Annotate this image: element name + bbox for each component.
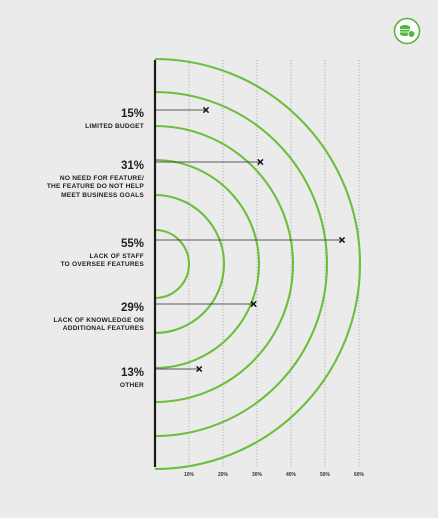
coin-stack-icon (393, 17, 421, 45)
item-label-5: 13% OTHER (120, 367, 144, 390)
item-percent: 15% (120, 108, 144, 120)
arc-ring-6 (154, 57, 362, 471)
value-marker-1 (202, 106, 210, 114)
item-percent: 31% (120, 160, 144, 172)
item-description: OTHER (119, 382, 144, 389)
item-description: LIMITED BUDGET (85, 123, 144, 130)
arc-ring-4 (154, 124, 294, 404)
arc-ring-5 (154, 90, 329, 438)
item-percent: 13% (120, 367, 144, 379)
item-label-4: 29% LACK OF KNOWLEDGE ON ADDITIONAL FEATUR… (54, 302, 144, 334)
x-tick-label: 60% (353, 472, 365, 478)
item-percent: 55% (120, 238, 144, 250)
arc-ring-2 (154, 193, 226, 335)
x-tick-label: 10% (183, 472, 195, 478)
value-marker-2 (257, 158, 264, 166)
item-description: LACK OF KNOWLEDGE ON ADDITIONAL FEATURES (53, 317, 144, 333)
item-description: NO NEED FOR FEATURE/THE FEATURE DO NOT H… (46, 175, 144, 199)
arc-ring-3 (154, 158, 260, 370)
x-tick-label: 30% (251, 472, 263, 478)
item-description: LACK OF STAFF TO OVERSEE FEATURES (60, 253, 144, 269)
x-tick-label: 20% (217, 472, 229, 478)
x-tick-label: 40% (285, 472, 297, 478)
value-marker-4 (250, 300, 257, 308)
item-label-1: 15% LIMITED BUDGET (85, 108, 144, 131)
value-marker-3 (338, 236, 346, 244)
item-label-3: 55% LACK OF STAFF TO OVERSEE FEATURES (61, 238, 144, 270)
x-tick-label: 50% (319, 472, 331, 478)
item-percent: 29% (120, 302, 144, 314)
arc-ring-1 (154, 228, 191, 300)
item-label-2: 31% NO NEED FOR FEATURE/THE FEATURE DO NO… (47, 160, 144, 200)
value-marker-5 (196, 365, 203, 373)
